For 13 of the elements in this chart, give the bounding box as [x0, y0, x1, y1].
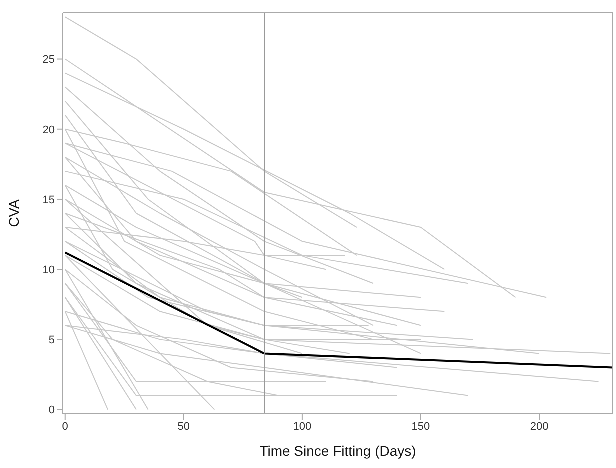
x-tick-label: 0 — [62, 420, 68, 433]
x-axis-title: Time Since Fitting (Days) — [260, 442, 416, 459]
y-tick-label: 5 — [48, 334, 55, 347]
y-tick-label: 25 — [42, 54, 55, 66]
x-tick-label: 100 — [293, 420, 312, 433]
y-tick-label: 10 — [42, 264, 55, 276]
x-tick-label: 200 — [530, 420, 549, 433]
x-tick-label: 150 — [412, 420, 430, 433]
y-tick-label: 20 — [42, 124, 55, 136]
y-axis-title: CVA — [6, 198, 22, 228]
y-tick-label: 0 — [48, 404, 55, 417]
y-tick-label: 15 — [42, 194, 55, 206]
x-tick-label: 50 — [178, 420, 190, 433]
